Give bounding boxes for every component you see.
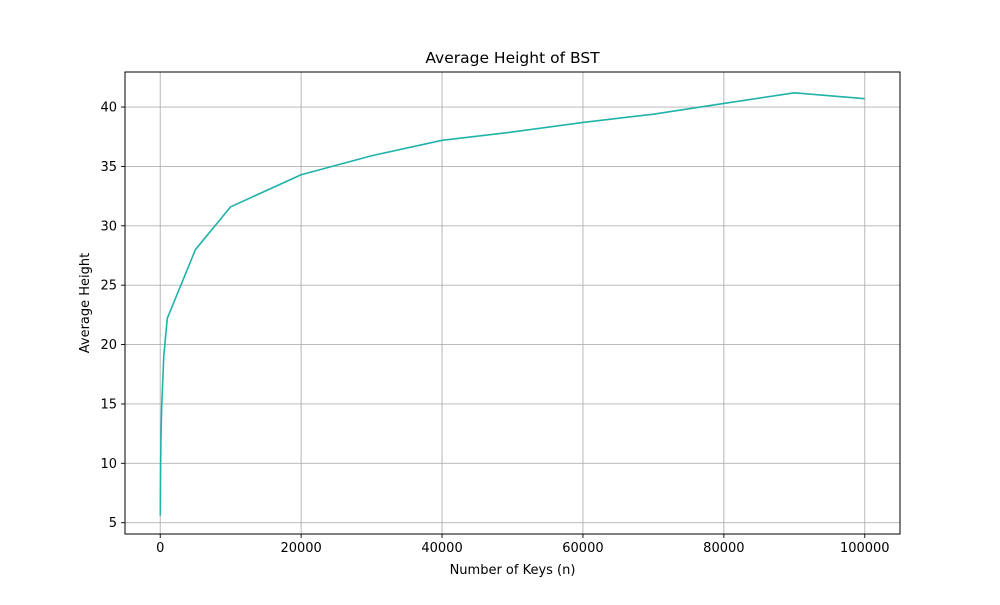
chart-title: Average Height of BST — [425, 49, 600, 67]
y-tick-label: 40 — [100, 101, 117, 116]
y-tick-label: 20 — [100, 338, 117, 353]
x-tick-label: 80000 — [703, 541, 744, 556]
series-layer — [159, 91, 865, 516]
y-tick-label: 25 — [100, 279, 117, 294]
y-tick-label: 15 — [100, 397, 117, 412]
x-tick-label: 100000 — [840, 541, 890, 556]
x-tick-label: 60000 — [562, 541, 603, 556]
grid — [125, 72, 900, 534]
y-tick-label: 30 — [100, 219, 117, 234]
x-tick-label: 40000 — [421, 541, 462, 556]
y-tick-label: 5 — [109, 516, 117, 531]
ticks: 0 20000 40000 60000 80000 100000 5 10 15 20 25 30 35… — [100, 101, 889, 556]
plot-frame — [124, 71, 901, 535]
series-line — [159, 91, 865, 516]
x-axis-label: Number of Keys (n) — [450, 563, 576, 578]
x-tick-label: 20000 — [280, 541, 321, 556]
x-tick-label: 0 — [156, 541, 164, 556]
y-tick-label: 35 — [100, 160, 117, 175]
y-tick-label: 10 — [100, 457, 117, 472]
y-axis-label: Average Height — [78, 253, 93, 354]
